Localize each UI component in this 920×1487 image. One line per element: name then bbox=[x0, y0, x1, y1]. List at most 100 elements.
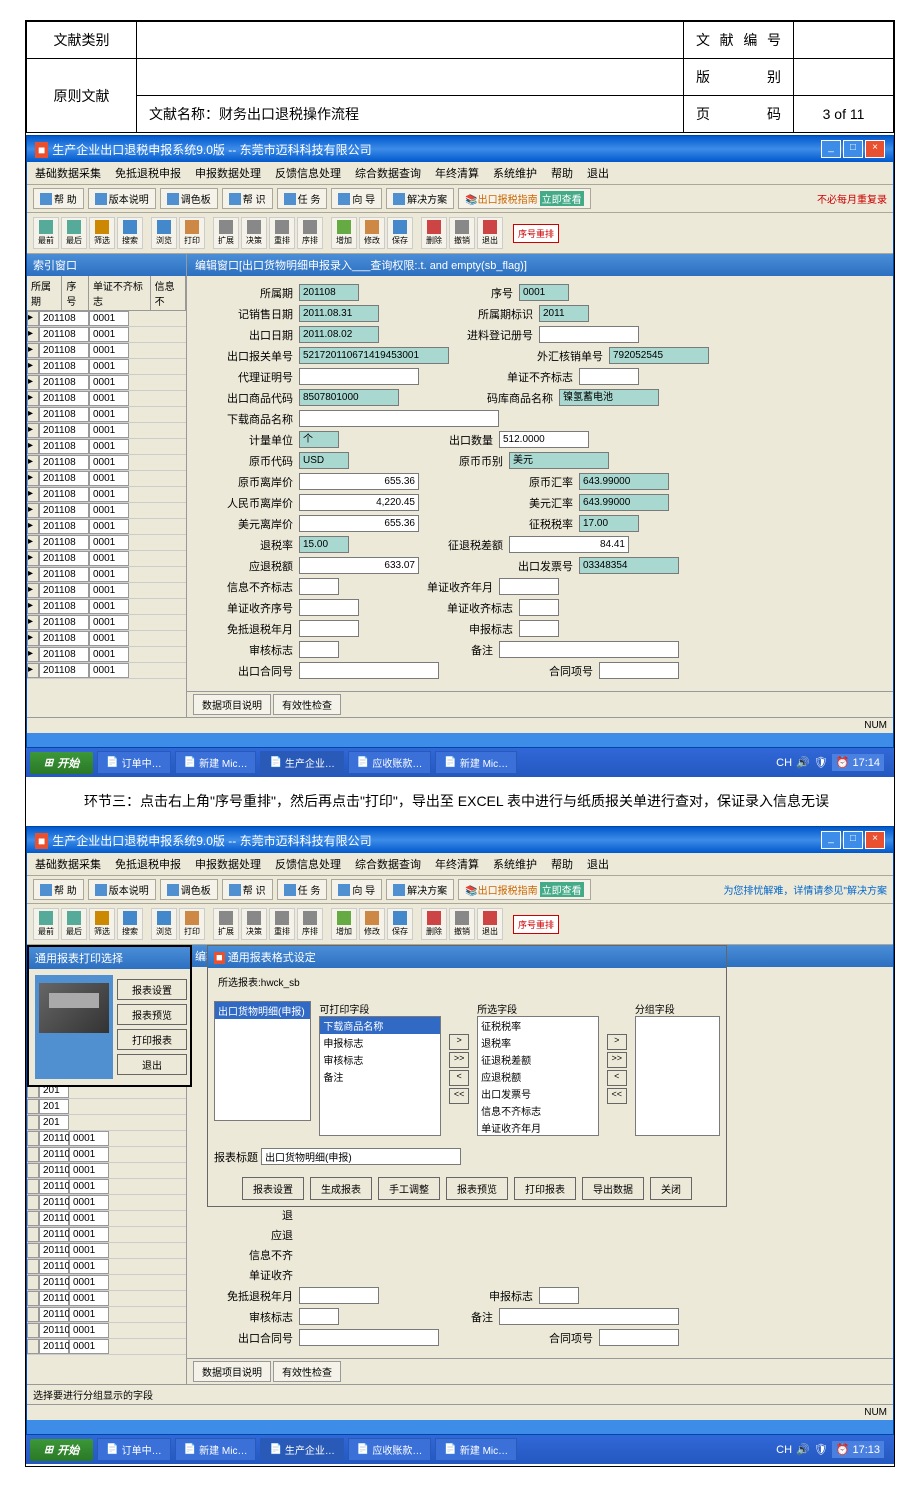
menu-item[interactable]: 申报数据处理 bbox=[195, 168, 261, 180]
toolbar-button[interactable]: 向 导 bbox=[331, 188, 382, 209]
report-title-input[interactable] bbox=[261, 1148, 461, 1165]
tray-icon[interactable]: 🔊 bbox=[796, 1443, 810, 1456]
taskbar-item[interactable]: 📄应收账款… bbox=[348, 1438, 431, 1461]
printable-fields-list[interactable]: 下载商品名称申报标志审核标志备注 bbox=[319, 1016, 441, 1136]
icon-button-搜索[interactable]: 搜索 bbox=[117, 908, 143, 940]
menu-item[interactable]: 帮助 bbox=[551, 859, 573, 871]
index-row[interactable]: 2011080001 bbox=[27, 1131, 186, 1147]
index-row[interactable]: 2011080001 bbox=[27, 1163, 186, 1179]
form-input[interactable] bbox=[299, 620, 359, 637]
group-fields-list[interactable] bbox=[635, 1016, 720, 1136]
banner[interactable]: 📚出口报税指南 立即查看 bbox=[458, 188, 590, 209]
index-row[interactable]: ▸2011080001 bbox=[27, 455, 186, 471]
form-input[interactable]: 8507801000 bbox=[299, 389, 399, 406]
close-button[interactable]: × bbox=[865, 140, 885, 158]
form-input[interactable]: USD bbox=[299, 452, 349, 469]
move-arrow[interactable]: >> bbox=[607, 1052, 627, 1068]
format-dialog-button[interactable]: 报表设置 bbox=[242, 1177, 304, 1200]
menu-item[interactable]: 退出 bbox=[587, 859, 609, 871]
menu-item[interactable]: 反馈信息处理 bbox=[275, 168, 341, 180]
icon-button-筛选[interactable]: 筛选 bbox=[89, 908, 115, 940]
move-arrow[interactable]: > bbox=[449, 1034, 469, 1050]
index-row[interactable]: 2011080001 bbox=[27, 1323, 186, 1339]
lang-indicator[interactable]: CH bbox=[776, 757, 792, 769]
index-row[interactable]: 201 bbox=[27, 1115, 186, 1131]
toolbar-button[interactable]: 任 务 bbox=[277, 879, 328, 900]
index-row[interactable]: 201 bbox=[27, 1099, 186, 1115]
toolbar-button[interactable]: 帮 助 bbox=[33, 879, 84, 900]
icon-button-浏览[interactable]: 浏览 bbox=[151, 217, 177, 249]
index-row[interactable]: ▸2011080001 bbox=[27, 551, 186, 567]
print-dialog-button[interactable]: 报表预览 bbox=[117, 1004, 187, 1025]
move-arrow[interactable]: << bbox=[449, 1088, 469, 1104]
form-input[interactable]: 633.07 bbox=[299, 557, 419, 574]
start-button[interactable]: ⊞开始 bbox=[30, 1439, 93, 1461]
index-row[interactable]: 2011080001 bbox=[27, 1275, 186, 1291]
icon-button-增加[interactable]: 增加 bbox=[331, 217, 357, 249]
toolbar-button[interactable]: 向 导 bbox=[331, 879, 382, 900]
menu-item[interactable]: 系统维护 bbox=[493, 168, 537, 180]
icon-button-最后[interactable]: 最后 bbox=[61, 217, 87, 249]
index-row[interactable]: ▸2011080001 bbox=[27, 311, 186, 327]
index-row[interactable]: ▸2011080001 bbox=[27, 423, 186, 439]
menu-item[interactable]: 基础数据采集 bbox=[35, 859, 101, 871]
index-row[interactable]: ▸2011080001 bbox=[27, 343, 186, 359]
form-input[interactable] bbox=[499, 641, 679, 658]
banner[interactable]: 📚出口报税指南 立即查看 bbox=[458, 879, 590, 900]
icon-button-打印[interactable]: 打印 bbox=[179, 217, 205, 249]
tray-icon[interactable]: 🔊 bbox=[796, 756, 810, 769]
form-input[interactable]: 643.99000 bbox=[579, 473, 669, 490]
maximize-button[interactable]: □ bbox=[843, 831, 863, 849]
start-button[interactable]: ⊞开始 bbox=[30, 752, 93, 774]
menu-item[interactable]: 免抵退税申报 bbox=[115, 168, 181, 180]
selected-fields-list[interactable]: 征税税率退税率征退税差额应退税额出口发票号信息不齐标志单证收齐年月单证收齐序号单… bbox=[477, 1016, 599, 1136]
move-arrow[interactable]: < bbox=[449, 1070, 469, 1086]
taskbar-item[interactable]: 📄新建 Mic… bbox=[435, 751, 517, 774]
form-input[interactable]: 2011.08.02 bbox=[299, 326, 379, 343]
index-row[interactable]: 2011080001 bbox=[27, 1195, 186, 1211]
taskbar-item[interactable]: 📄订单中… bbox=[97, 751, 170, 774]
icon-button-删除[interactable]: 删除 bbox=[421, 908, 447, 940]
icon-button-保存[interactable]: 保存 bbox=[387, 908, 413, 940]
icon-button-最前[interactable]: 最前 bbox=[33, 217, 59, 249]
toolbar-button[interactable]: 任 务 bbox=[277, 188, 328, 209]
form-input[interactable] bbox=[539, 326, 639, 343]
print-dialog-button[interactable]: 退出 bbox=[117, 1054, 187, 1075]
icon-button-扩展[interactable]: 扩展 bbox=[213, 217, 239, 249]
index-row[interactable]: ▸2011080001 bbox=[27, 535, 186, 551]
print-dialog-button[interactable]: 打印报表 bbox=[117, 1029, 187, 1050]
taskbar-item[interactable]: 📄新建 Mic… bbox=[435, 1438, 517, 1461]
taskbar-item[interactable]: 📄新建 Mic… bbox=[175, 751, 257, 774]
icon-button-浏览[interactable]: 浏览 bbox=[151, 908, 177, 940]
bottom-tab[interactable]: 有效性检查 bbox=[273, 1361, 341, 1382]
form-input[interactable]: 美元 bbox=[509, 452, 609, 469]
form-input[interactable] bbox=[599, 662, 679, 679]
menu-item[interactable]: 综合数据查询 bbox=[355, 168, 421, 180]
icon-button-退出[interactable]: 退出 bbox=[477, 217, 503, 249]
menu-item[interactable]: 系统维护 bbox=[493, 859, 537, 871]
icon-button-决策[interactable]: 决策 bbox=[241, 217, 267, 249]
icon-button-撤销[interactable]: 撤销 bbox=[449, 217, 475, 249]
form-input[interactable] bbox=[299, 599, 359, 616]
index-row[interactable]: 2011080001 bbox=[27, 1179, 186, 1195]
format-dialog-button[interactable]: 报表预览 bbox=[446, 1177, 508, 1200]
form-input[interactable] bbox=[299, 368, 419, 385]
form-input[interactable]: 0001 bbox=[519, 284, 569, 301]
form-input[interactable]: 84.41 bbox=[509, 536, 629, 553]
bottom-tab[interactable]: 数据项目说明 bbox=[193, 694, 271, 715]
move-arrow[interactable]: > bbox=[607, 1034, 627, 1050]
index-row[interactable]: 2011080001 bbox=[27, 1227, 186, 1243]
icon-button-修改[interactable]: 修改 bbox=[359, 908, 385, 940]
form-input[interactable]: 2011 bbox=[539, 305, 589, 322]
icon-button-增加[interactable]: 增加 bbox=[331, 908, 357, 940]
icon-button-删除[interactable]: 删除 bbox=[421, 217, 447, 249]
form-input[interactable]: 792052545 bbox=[609, 347, 709, 364]
table-list[interactable]: 出口货物明细(申报) bbox=[214, 1001, 311, 1121]
index-row[interactable]: 2011080001 bbox=[27, 1147, 186, 1163]
form-input[interactable]: 镍氢蓄电池 bbox=[559, 389, 659, 406]
form-input[interactable] bbox=[299, 662, 439, 679]
toolbar-button[interactable]: 调色板 bbox=[160, 879, 218, 900]
close-button[interactable]: × bbox=[865, 831, 885, 849]
form-input[interactable] bbox=[299, 410, 499, 427]
icon-button-序排[interactable]: 序排 bbox=[297, 908, 323, 940]
